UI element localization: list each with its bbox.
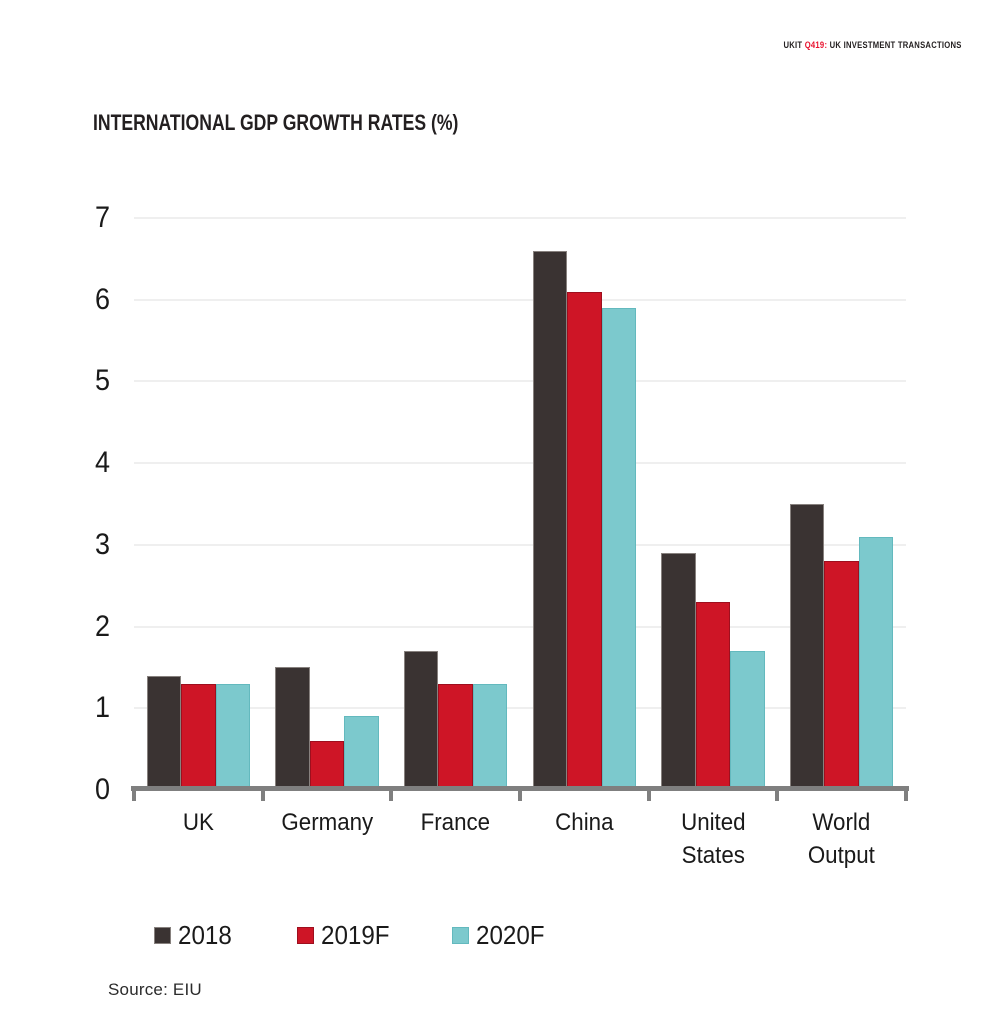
gridline-3 xyxy=(134,543,906,546)
bar-uk-2019f xyxy=(181,683,216,790)
legend-swatch-2018 xyxy=(154,926,171,944)
x-axis-tick xyxy=(132,786,136,801)
x-axis-tick xyxy=(518,786,522,801)
source-note: Source: EIU xyxy=(108,980,202,999)
x-axis-label-world-output: World Output xyxy=(808,809,876,869)
x-axis-label-uk: UK xyxy=(182,809,214,836)
x-axis-tick xyxy=(389,786,394,801)
bar-france-2018 xyxy=(403,651,439,790)
y-axis-label-2: 2 xyxy=(94,609,110,643)
bar-uk-2018 xyxy=(146,675,182,790)
report-code: UKIT xyxy=(783,40,803,50)
legend-item-2019f: 2019F xyxy=(297,922,395,948)
chart-title: INTERNATIONAL GDP GROWTH RATES (%) xyxy=(93,110,459,135)
bar-china-2020f xyxy=(601,307,637,790)
bar-france-2019f xyxy=(438,683,473,790)
bar-united-states-2020f xyxy=(730,651,765,790)
gridline-2 xyxy=(134,625,906,628)
bar-germany-2018 xyxy=(275,667,310,790)
bar-uk-2020f xyxy=(215,683,251,790)
x-axis-tick xyxy=(260,786,265,801)
y-axis-label-5: 5 xyxy=(94,364,110,398)
bar-world-output-2020f xyxy=(858,536,894,790)
bar-china-2019f xyxy=(567,291,602,790)
gridline-6 xyxy=(134,298,906,301)
legend-swatch-2020f xyxy=(452,926,469,944)
gridline-7 xyxy=(134,217,906,219)
bar-germany-2020f xyxy=(344,716,379,790)
legend-item-2018: 2018 xyxy=(154,922,236,948)
x-axis-tick xyxy=(904,786,908,801)
x-axis-label-germany: Germany xyxy=(281,809,373,836)
legend-label-2019f: 2019F xyxy=(321,920,390,950)
legend-label-2020f: 2020F xyxy=(476,920,545,950)
bar-france-2020f xyxy=(472,683,508,790)
y-axis-label-0: 0 xyxy=(94,773,110,806)
chart-legend: 2018 2019F 2020F xyxy=(0,922,1000,948)
x-axis-tick xyxy=(775,786,780,801)
x-axis-label-china: China xyxy=(555,809,614,836)
gridline-1 xyxy=(134,707,906,710)
legend-label-2018: 2018 xyxy=(178,920,232,950)
gridline-5 xyxy=(134,380,906,383)
y-axis-label-6: 6 xyxy=(94,282,110,316)
y-axis-label-3: 3 xyxy=(94,527,110,561)
report-quarter: Q419: xyxy=(805,40,828,50)
plot-area xyxy=(134,217,906,790)
report-title: UK INVESTMENT TRANSACTIONS xyxy=(829,40,962,50)
bar-china-2018 xyxy=(532,250,568,790)
bar-united-states-2018 xyxy=(661,553,696,790)
bar-germany-2019f xyxy=(309,740,345,790)
x-axis-label-united-states: United States xyxy=(680,809,746,869)
report-strapline: UKIT Q419: UK INVESTMENT TRANSACTIONS xyxy=(784,40,962,50)
bar-world-output-2018 xyxy=(789,504,825,790)
gridline-4 xyxy=(134,462,906,465)
y-axis-label-1: 1 xyxy=(94,691,110,725)
x-axis-tick xyxy=(646,786,651,801)
y-axis-label-7: 7 xyxy=(94,201,110,234)
legend-swatch-2019f xyxy=(297,926,314,944)
legend-item-2020f: 2020F xyxy=(452,922,550,948)
bar-united-states-2019f xyxy=(695,602,731,790)
bar-world-output-2019f xyxy=(824,561,859,790)
y-axis-label-4: 4 xyxy=(94,446,110,480)
x-axis-label-france: France xyxy=(420,809,491,836)
